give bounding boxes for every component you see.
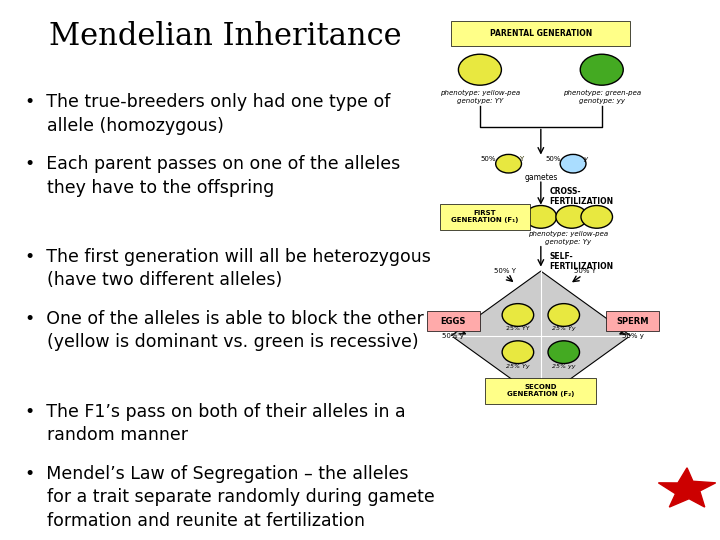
FancyBboxPatch shape (451, 21, 631, 46)
Text: 50% y: 50% y (443, 333, 464, 339)
Circle shape (548, 341, 580, 363)
Circle shape (525, 206, 557, 228)
Circle shape (502, 303, 534, 326)
Text: •  The first generation will all be heterozygous
    (have two different alleles: • The first generation will all be heter… (24, 248, 431, 289)
Text: •  Mendel’s Law of Segregation – the alleles
    for a trait separate randomly d: • Mendel’s Law of Segregation – the alle… (24, 465, 435, 530)
Text: •  The true-breeders only had one type of
    allele (homozygous): • The true-breeders only had one type of… (24, 93, 390, 134)
Text: phenotype: yellow-pea
genotype: YY: phenotype: yellow-pea genotype: YY (440, 90, 520, 104)
Text: 50% Y: 50% Y (494, 268, 516, 274)
Text: 25% yy: 25% yy (552, 363, 575, 368)
Polygon shape (658, 468, 716, 507)
FancyBboxPatch shape (485, 378, 596, 404)
Text: •  The F1’s pass on both of their alleles in a
    random manner: • The F1’s pass on both of their alleles… (24, 403, 405, 444)
Circle shape (560, 154, 586, 173)
Text: phenotype: green-pea
genotype: yy: phenotype: green-pea genotype: yy (563, 90, 641, 104)
Circle shape (581, 206, 613, 228)
FancyBboxPatch shape (440, 204, 530, 230)
Circle shape (556, 206, 588, 228)
Text: PARENTAL GENERATION: PARENTAL GENERATION (490, 29, 592, 38)
Text: CROSS-
FERTILIZATION: CROSS- FERTILIZATION (549, 187, 613, 206)
Text: 25% Yy: 25% Yy (506, 363, 530, 368)
Text: SPERM: SPERM (616, 316, 649, 326)
Text: SECOND
GENERATION (F₂): SECOND GENERATION (F₂) (507, 384, 575, 397)
Text: 50%: 50% (545, 156, 561, 162)
Text: Mendelian Inheritance: Mendelian Inheritance (49, 21, 402, 52)
FancyBboxPatch shape (426, 312, 480, 331)
Text: y: y (583, 156, 588, 162)
Text: gametes: gametes (524, 173, 557, 182)
Circle shape (548, 303, 580, 326)
Circle shape (502, 341, 534, 363)
Text: •  One of the alleles is able to block the other
    (yellow is dominant vs. gre: • One of the alleles is able to block th… (24, 310, 423, 352)
Text: SELF-
FERTILIZATION: SELF- FERTILIZATION (549, 252, 613, 272)
Circle shape (580, 54, 624, 85)
Text: •  Each parent passes on one of the alleles
    they have to the offspring: • Each parent passes on one of the allel… (24, 155, 400, 197)
Text: FIRST
GENERATION (F₁): FIRST GENERATION (F₁) (451, 211, 518, 224)
Text: EGGS: EGGS (441, 316, 466, 326)
FancyBboxPatch shape (606, 312, 660, 331)
Text: 50% Y: 50% Y (575, 268, 596, 274)
Circle shape (495, 154, 521, 173)
Text: 50%: 50% (481, 156, 496, 162)
Text: 25% YY: 25% YY (506, 326, 530, 332)
Text: 50% y: 50% y (621, 333, 644, 339)
Polygon shape (451, 271, 631, 400)
Circle shape (459, 54, 501, 85)
Text: 25% Yy: 25% Yy (552, 326, 575, 332)
Text: phenotype: yellow-pea
genotype: Yy: phenotype: yellow-pea genotype: Yy (528, 231, 608, 245)
Text: Y: Y (519, 156, 523, 162)
